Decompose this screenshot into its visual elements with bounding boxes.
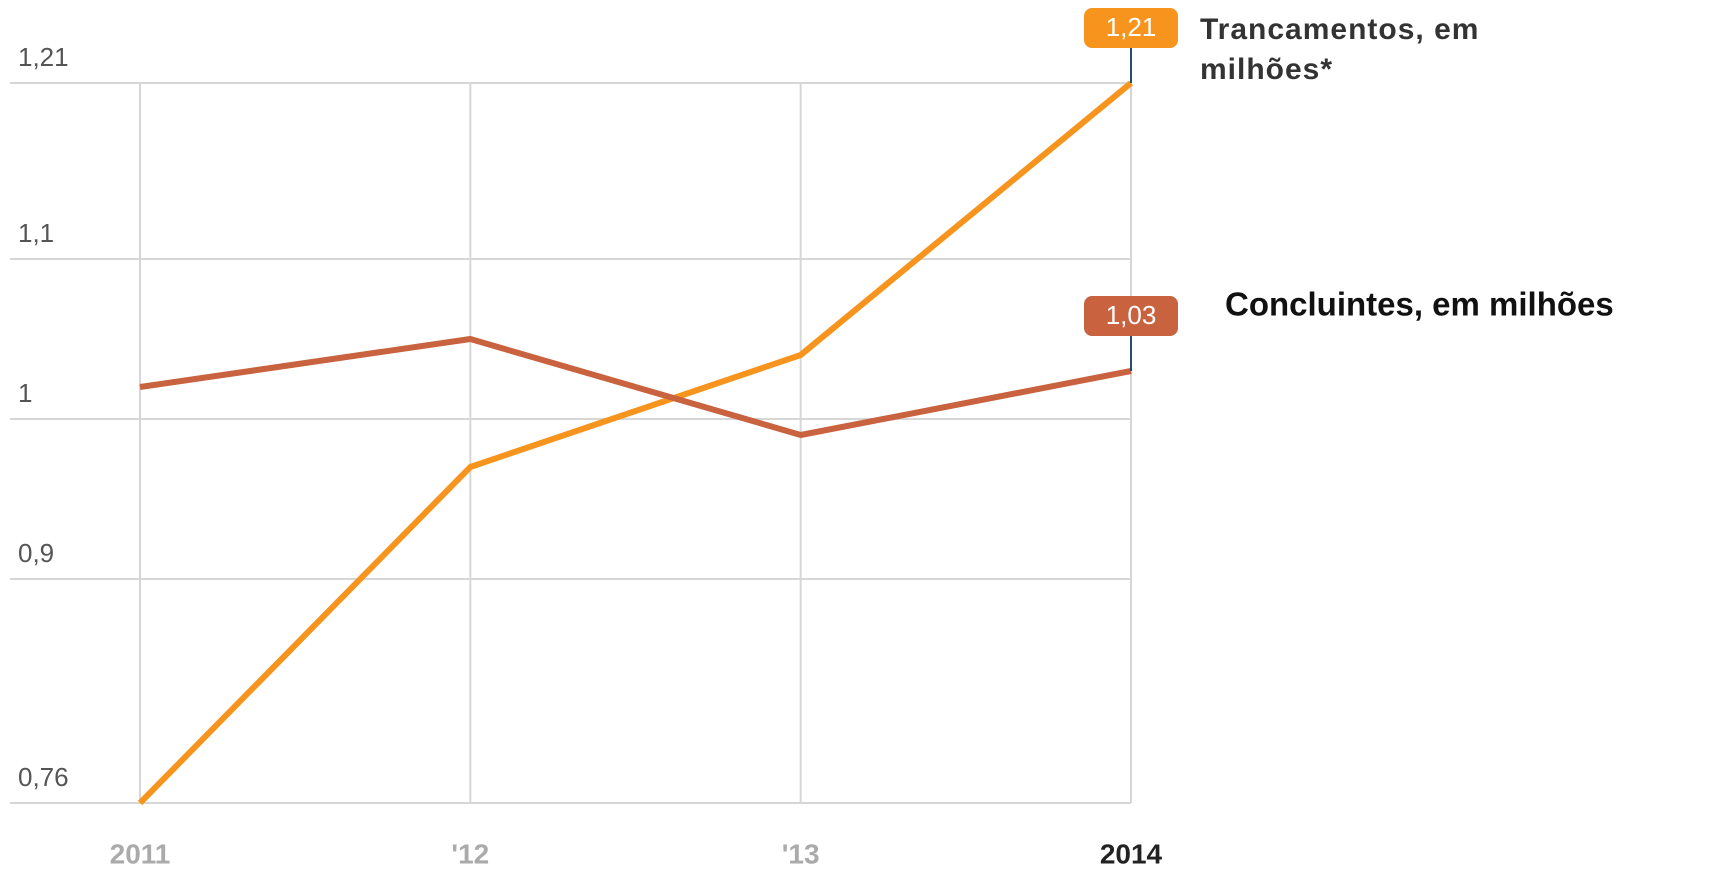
value-label: 1,21 [1106, 12, 1157, 42]
x-tick-label: '13 [782, 838, 820, 869]
value-badge [1084, 296, 1178, 336]
x-tick-label: '12 [451, 838, 489, 869]
series-line [137, 80, 1133, 806]
x-tick-label: 2011 [110, 838, 171, 869]
y-tick-label: 0,9 [18, 538, 54, 568]
y-tick-label: 1,1 [18, 218, 54, 248]
legend-label: Concluintes, em milhões [1225, 286, 1614, 323]
x-tick-label: 2014 [1100, 838, 1163, 869]
legend-entry: Trancamentos, em milhões* [1200, 13, 1480, 86]
value-label: 1,03 [1106, 300, 1157, 330]
y-tick-label: 1,21 [18, 42, 69, 72]
legend-label: Trancamentos, em milhões* [1200, 13, 1480, 86]
value-badge [1084, 8, 1178, 48]
y-tick-label: 1 [18, 378, 32, 408]
series-line [139, 336, 1132, 438]
y-tick-label: 0,76 [18, 762, 69, 792]
